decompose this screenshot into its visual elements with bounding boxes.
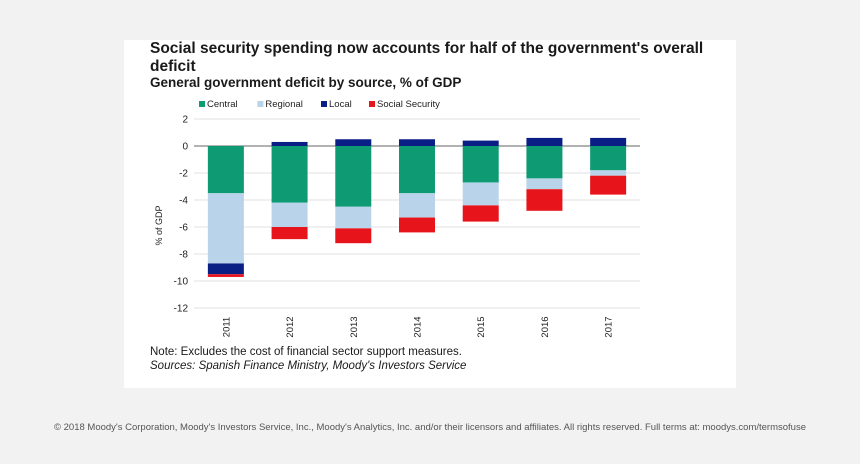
y-tick-label: -4 xyxy=(179,196,188,207)
chart-panel: Social security spending now accounts fo… xyxy=(124,40,736,388)
bar-social-security-2017 xyxy=(590,175,627,195)
bar-local-2015 xyxy=(462,140,499,146)
bar-social-security-2013 xyxy=(335,228,372,244)
y-tick-label: -6 xyxy=(179,223,188,234)
x-tick-label: 2017 xyxy=(604,316,615,337)
bar-social-security-2011 xyxy=(207,274,244,277)
bar-central-2016 xyxy=(526,146,563,179)
y-tick-label: 2 xyxy=(182,115,188,126)
chart-subtitle: General government deficit by source, % … xyxy=(150,75,462,90)
bar-regional-2017 xyxy=(590,170,627,176)
x-tick-label: 2014 xyxy=(413,316,424,337)
bar-central-2013 xyxy=(335,146,372,207)
x-tick-label: 2012 xyxy=(285,316,296,337)
y-tick-label: -2 xyxy=(179,169,188,180)
bar-central-2014 xyxy=(399,146,435,194)
copyright-footer: © 2018 Moody's Corporation, Moody's Inve… xyxy=(54,422,806,433)
chart-title: Social security spending now accounts fo… xyxy=(150,40,704,75)
legend-label-local: Local xyxy=(329,99,352,110)
bar-regional-2015 xyxy=(462,182,499,206)
chart-note: Note: Excludes the cost of financial sec… xyxy=(150,346,462,358)
y-axis-label: % of GDP xyxy=(154,205,164,245)
y-tick-label: -10 xyxy=(174,277,189,288)
bar-regional-2011 xyxy=(207,193,244,264)
bar-local-2014 xyxy=(399,139,435,146)
y-tick-label: -8 xyxy=(179,250,188,261)
x-tick-label: 2015 xyxy=(476,316,487,337)
bar-regional-2016 xyxy=(526,178,563,190)
bar-regional-2014 xyxy=(399,193,435,218)
legend-swatch-social-security xyxy=(369,101,375,107)
bar-local-2016 xyxy=(526,137,563,146)
bar-central-2017 xyxy=(590,146,627,171)
bar-local-2013 xyxy=(335,139,372,146)
x-tick-label: 2011 xyxy=(221,317,232,337)
x-tick-label: 2016 xyxy=(540,316,551,337)
y-tick-label: 0 xyxy=(182,142,188,153)
x-tick-label: 2013 xyxy=(349,316,360,337)
bar-social-security-2016 xyxy=(526,189,563,211)
bar-local-2012 xyxy=(271,141,308,146)
bar-social-security-2014 xyxy=(399,217,435,233)
legend-label-regional: Regional xyxy=(265,99,303,110)
bar-central-2012 xyxy=(271,146,308,203)
bar-local-2011 xyxy=(207,263,244,275)
bar-regional-2012 xyxy=(271,202,308,227)
bar-local-2017 xyxy=(590,137,627,146)
legend-label-central: Central xyxy=(207,99,238,110)
bar-social-security-2015 xyxy=(462,205,499,222)
legend-swatch-central xyxy=(199,101,205,107)
bar-central-2011 xyxy=(207,146,244,194)
bar-regional-2013 xyxy=(335,206,372,229)
legend-swatch-regional xyxy=(257,101,264,107)
chart-source: Sources: Spanish Finance Ministry, Moody… xyxy=(150,360,467,372)
legend-label-social-security: Social Security xyxy=(377,99,440,110)
stacked-bar-chart: 2 0 -2 -4 -6 -8 -10 -12 % of GDP 2011 2012 2013 2014… xyxy=(154,99,640,338)
bar-central-2015 xyxy=(462,146,499,183)
bar-social-security-2012 xyxy=(271,227,308,240)
y-tick-label: -12 xyxy=(174,304,189,315)
legend-swatch-local xyxy=(321,101,327,107)
